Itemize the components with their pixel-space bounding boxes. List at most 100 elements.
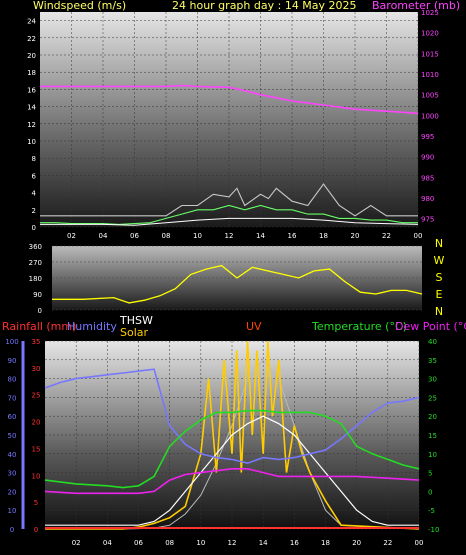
temperature-y-ticks: -10 -5 0 5 10 15 20 25 30 35 40 bbox=[428, 338, 439, 534]
temperature-tick-label: 10 bbox=[428, 451, 437, 459]
humidity-tick-label: 30 bbox=[8, 470, 17, 478]
wind-x-tick-label: 00 bbox=[414, 232, 423, 240]
wind-x-tick-label: 04 bbox=[99, 232, 108, 240]
wind-x-tick-label: 12 bbox=[225, 232, 234, 240]
humidity-tick-label: 80 bbox=[8, 376, 17, 384]
barometer-tick-label: 975 bbox=[421, 216, 434, 224]
barometer-tick-label: 1020 bbox=[421, 30, 439, 38]
compass-label-w: W bbox=[434, 254, 445, 267]
temperature-axis-label: Temperature (°C) bbox=[311, 320, 407, 333]
weather-series bbox=[44, 340, 420, 530]
barometer-axis-label: Barometer (mb) bbox=[372, 0, 460, 12]
windspeed-line bbox=[40, 204, 418, 225]
direction-tick-label: 0 bbox=[38, 307, 42, 315]
windspeed-tick-label: 8 bbox=[32, 155, 36, 163]
direction-tick-label: 270 bbox=[29, 259, 42, 267]
direction-series bbox=[52, 264, 423, 304]
solar-line bbox=[45, 340, 420, 530]
windspeed-tick-label: 16 bbox=[27, 86, 36, 94]
rainfall-tick-label: 0 bbox=[34, 526, 38, 534]
humidity-tick-label: 60 bbox=[8, 413, 17, 421]
wind-direction-line bbox=[52, 264, 423, 304]
gust-line bbox=[40, 183, 418, 217]
weather-x-tick-label: 02 bbox=[72, 539, 81, 547]
direction-tick-label: 360 bbox=[29, 243, 42, 251]
rainfall-tick-label: 5 bbox=[34, 499, 38, 507]
weather-x-tick-label: 12 bbox=[228, 539, 237, 547]
humidity-axis-label: Humidity bbox=[67, 320, 117, 333]
humidity-y-ticks: 0 10 20 30 40 50 60 70 80 90 100 bbox=[5, 338, 25, 534]
barometer-tick-label: 985 bbox=[421, 174, 434, 182]
compass-label-n: N bbox=[435, 305, 443, 318]
compass-label-e: E bbox=[436, 288, 443, 301]
wind-x-tick-label: 22 bbox=[382, 232, 391, 240]
windspeed-tick-label: 0 bbox=[32, 224, 36, 232]
wind-x-tick-label: 02 bbox=[67, 232, 76, 240]
wind-series bbox=[40, 84, 419, 226]
temperature-tick-label: 0 bbox=[428, 488, 432, 496]
humidity-tick-label: 50 bbox=[8, 432, 17, 440]
barometer-y-ticks: 975 980 985 990 995 1000 1005 1010 1015 1020 1025 bbox=[421, 9, 439, 224]
wind-gridlines bbox=[40, 12, 419, 228]
barometer-tick-label: 1010 bbox=[421, 71, 439, 79]
rainfall-tick-label: 15 bbox=[32, 445, 41, 453]
barometer-tick-label: 1000 bbox=[421, 112, 439, 120]
temperature-tick-label: -10 bbox=[428, 526, 439, 534]
rainfall-tick-label: 10 bbox=[32, 472, 41, 480]
direction-y-ticks: 0 90 180 270 360 bbox=[29, 243, 42, 315]
direction-tick-label: 180 bbox=[29, 275, 42, 283]
thsw-legend: THSW bbox=[119, 314, 153, 327]
compass-label-s: S bbox=[436, 271, 443, 284]
rainfall-axis-label: Rainfall (mm) bbox=[2, 320, 76, 333]
barometer-line bbox=[40, 84, 419, 115]
weather-x-tick-label: 04 bbox=[103, 539, 112, 547]
weather-x-tick-label: 10 bbox=[196, 539, 205, 547]
humidity-tick-label: 100 bbox=[5, 338, 18, 346]
barometer-tick-label: 995 bbox=[421, 133, 434, 141]
weather-gridlines bbox=[45, 340, 420, 530]
windspeed-tick-label: 12 bbox=[27, 121, 36, 129]
windspeed-tick-label: 20 bbox=[27, 52, 36, 60]
temperature-tick-label: 20 bbox=[428, 413, 437, 421]
temperature-tick-label: -5 bbox=[428, 507, 435, 515]
compass-label-n: N bbox=[435, 237, 443, 250]
windspeed-tick-label: 14 bbox=[27, 104, 36, 112]
average-wind-line bbox=[40, 217, 419, 226]
wind-plot-area bbox=[40, 12, 418, 227]
weather-x-tick-label: 08 bbox=[165, 539, 174, 547]
humidity-tick-label: 90 bbox=[8, 357, 17, 365]
rainfall-tick-label: 30 bbox=[32, 365, 41, 373]
dewpoint-line bbox=[44, 467, 420, 495]
weather-x-ticks: 02 04 06 08 10 12 14 16 18 20 22 00 bbox=[72, 539, 424, 547]
humidity-tick-label: 70 bbox=[8, 394, 17, 402]
wind-x-ticks: 02 04 06 08 10 12 14 16 18 20 22 00 bbox=[67, 232, 422, 240]
rainfall-y-ticks: 0 5 10 15 20 25 30 35 bbox=[32, 338, 41, 534]
solar-legend: Solar bbox=[120, 326, 149, 339]
windspeed-tick-label: 10 bbox=[27, 138, 36, 146]
thsw-line bbox=[45, 415, 419, 526]
humidity-tick-label: 0 bbox=[10, 526, 14, 534]
windspeed-tick-label: 6 bbox=[32, 172, 37, 180]
chart-title: 24 hour graph day : 14 May 2025 bbox=[172, 0, 357, 12]
humidity-tick-label: 20 bbox=[8, 488, 17, 496]
windspeed-tick-label: 4 bbox=[32, 190, 37, 198]
weather-x-tick-label: 16 bbox=[290, 539, 299, 547]
windspeed-tick-label: 22 bbox=[27, 35, 36, 43]
wind-x-tick-label: 18 bbox=[319, 232, 328, 240]
barometer-tick-label: 1005 bbox=[421, 92, 439, 100]
weather-x-tick-label: 00 bbox=[415, 539, 424, 547]
dewpoint-axis-label: Dew Point (°C) bbox=[395, 320, 466, 333]
wind-x-tick-label: 08 bbox=[162, 232, 171, 240]
barometer-tick-label: 990 bbox=[421, 154, 434, 162]
temperature-tick-label: 15 bbox=[428, 432, 437, 440]
temperature-tick-label: 30 bbox=[428, 376, 437, 384]
windspeed-axis-label: Windspeed (m/s) bbox=[33, 0, 126, 12]
uv-legend: UV bbox=[246, 320, 262, 333]
temperature-line bbox=[44, 409, 420, 489]
wind-x-tick-label: 20 bbox=[351, 232, 360, 240]
direction-tick-label: 90 bbox=[33, 291, 42, 299]
temperature-tick-label: 25 bbox=[428, 394, 437, 402]
rainfall-tick-label: 25 bbox=[32, 392, 41, 400]
